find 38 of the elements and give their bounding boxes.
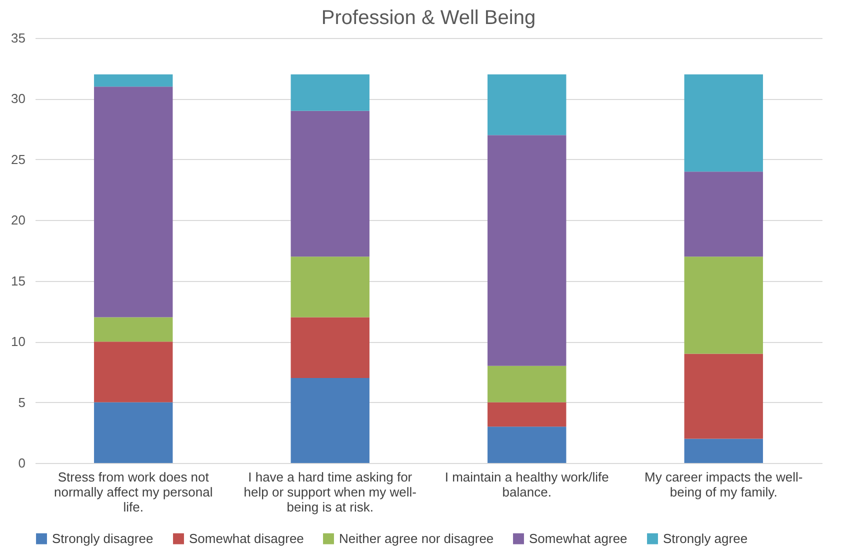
y-tick-label: 5: [18, 394, 26, 410]
x-tick-label: I maintain a healthy work/life balance.: [444, 470, 609, 500]
legend-label: Strongly agree: [663, 530, 748, 546]
bar: [290, 256, 370, 318]
y-tick-label: 20: [11, 212, 26, 228]
y-tick-label: 15: [11, 273, 26, 288]
bar: [94, 402, 173, 463]
legend-label: Somewhat agree: [529, 530, 628, 546]
bar: [684, 74, 763, 172]
bar: [684, 438, 763, 463]
bar: [684, 256, 763, 354]
x-tick-label: My career impacts the well-being of my family.: [644, 470, 803, 500]
bar: [94, 317, 173, 342]
bar: [488, 426, 566, 463]
x-tick-label: I have a hard time asking for help or support when my well-being is at risk.: [244, 470, 416, 514]
bar: [290, 74, 370, 111]
y-tick-label: 0: [18, 456, 26, 470]
bar: [94, 86, 173, 318]
legend-label: Somewhat disagree: [189, 530, 304, 546]
y-tick-label: 10: [11, 334, 26, 350]
bar: [290, 378, 370, 463]
y-tick-label: 30: [11, 91, 26, 106]
bar: [94, 74, 173, 87]
y-tick-label: 35: [11, 30, 26, 46]
x-tick-label: Stress from work does not normally affect my personal life.: [54, 470, 213, 514]
bar: [488, 135, 566, 366]
chart-title: Profession & Well Being: [321, 7, 536, 29]
bar: [684, 172, 763, 257]
bar: [290, 317, 370, 378]
legend-label: Strongly disagree: [52, 530, 154, 546]
bar: [290, 110, 370, 257]
legend-label: Neither agree nor disagree: [339, 530, 494, 546]
bar: [94, 342, 173, 402]
bar: [684, 354, 763, 439]
y-tick-label: 25: [11, 152, 26, 167]
bar: [488, 366, 566, 402]
bar: [488, 402, 566, 427]
bar: [488, 74, 566, 136]
